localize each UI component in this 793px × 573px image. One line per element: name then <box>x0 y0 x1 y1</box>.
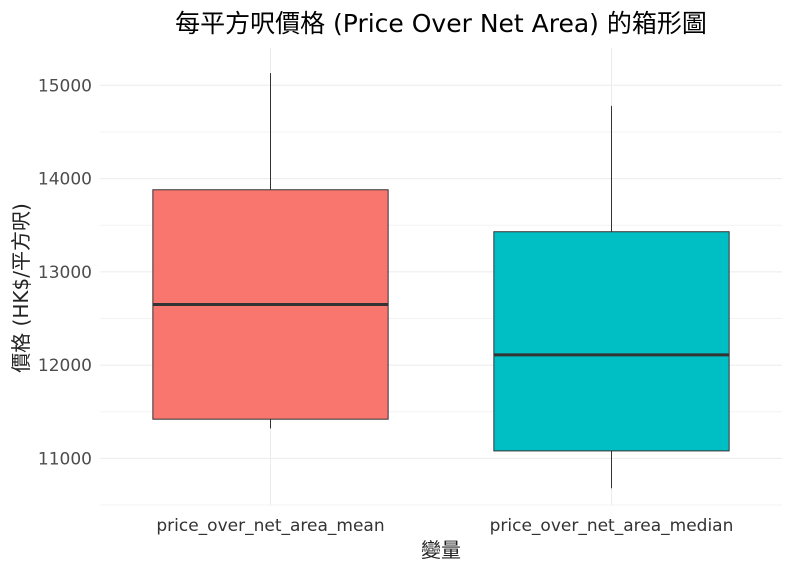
box-price_over_net_area_mean <box>152 73 389 429</box>
y-tick-label: 12000 <box>38 356 92 376</box>
box-price_over_net_area_median <box>493 105 730 489</box>
y-tick-label: 13000 <box>38 263 92 283</box>
x-tick-label: price_over_net_area_mean <box>156 516 384 536</box>
x-tick-label: price_over_net_area_median <box>490 516 734 536</box>
x-axis-title: 變量 <box>421 538 461 562</box>
y-axis-ticks: 11000 12000 13000 14000 15000 <box>38 76 92 469</box>
y-tick-label: 14000 <box>38 170 92 190</box>
y-tick-label: 15000 <box>38 76 92 96</box>
box-body <box>493 231 730 452</box>
y-axis-title: 價格 (HK$/平方呎) <box>9 203 33 373</box>
y-tick-label: 11000 <box>38 449 92 469</box>
x-axis-ticks: price_over_net_area_mean price_over_net_a… <box>156 516 733 536</box>
chart-title: 每平方呎價格 (Price Over Net Area) 的箱形圖 <box>175 9 707 38</box>
boxes <box>152 73 730 489</box>
